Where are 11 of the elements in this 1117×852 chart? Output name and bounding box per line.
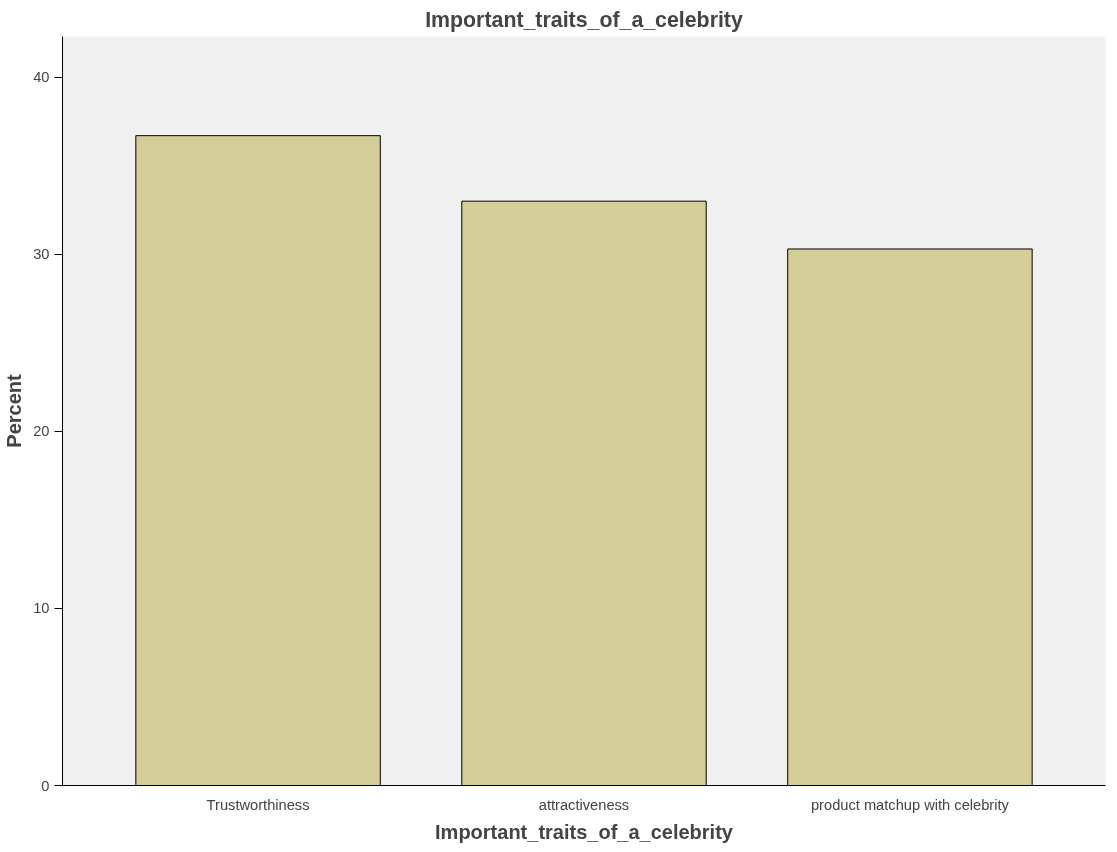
y-tick-label: 0: [41, 777, 50, 794]
chart-title: Important_traits_of_a_celebrity: [425, 7, 743, 32]
x-tick-label: Trustworthiness: [206, 796, 310, 813]
x-axis-title: Important_traits_of_a_celebrity: [435, 820, 734, 843]
y-tick-label: 20: [33, 423, 50, 440]
y-tick-label: 10: [33, 600, 50, 617]
y-tick-label: 30: [33, 246, 50, 263]
x-tick-label: attractiveness: [538, 796, 630, 813]
y-tick-label: 40: [33, 69, 50, 86]
x-tick-label: product matchup with celebrity: [810, 796, 1010, 813]
y-axis-title: Percent: [3, 373, 26, 448]
